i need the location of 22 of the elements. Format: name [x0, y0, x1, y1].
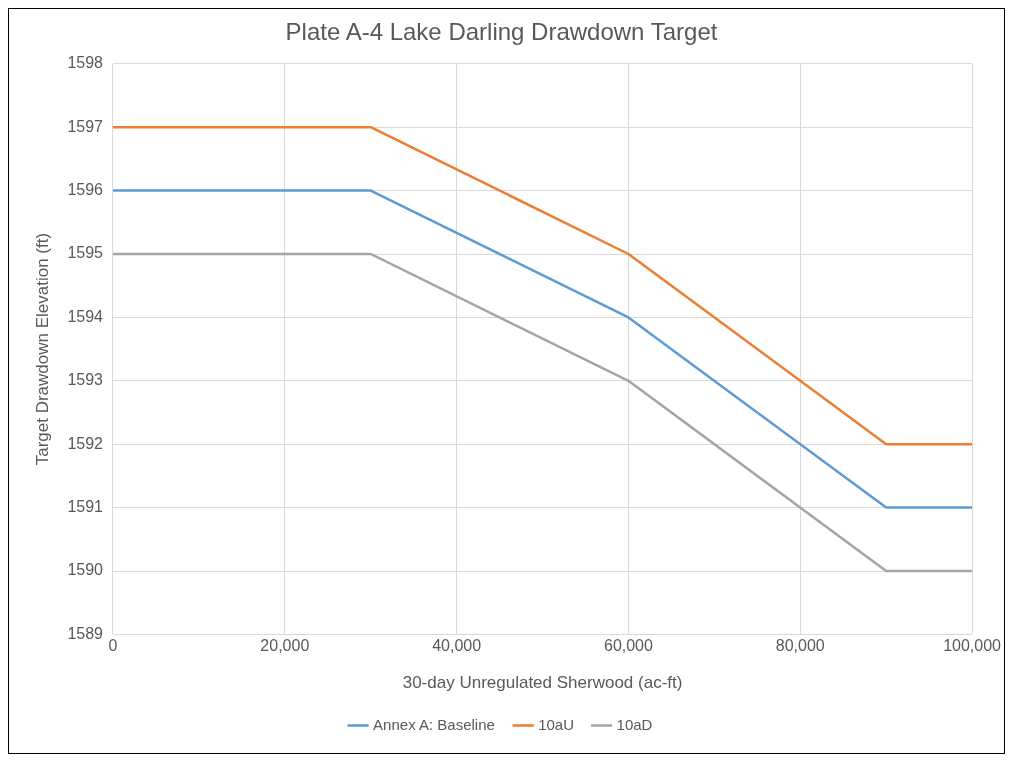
x-tick-label: 40,000 — [432, 637, 482, 655]
legend-label: 10aD — [616, 715, 653, 733]
legend-label: Annex A: Baseline — [373, 715, 495, 733]
x-tick-label: 0 — [108, 637, 118, 655]
y-tick-label: 1590 — [67, 561, 104, 579]
y-tick-label: 1594 — [67, 307, 104, 325]
y-tick-label: 1592 — [67, 434, 104, 452]
x-axis-title: 30-day Unregulated Sherwood (ac-ft) — [402, 673, 683, 693]
x-tick-label: 20,000 — [260, 637, 310, 655]
y-axis-title: Target Drawdown Elevation (ft) — [32, 232, 52, 466]
chart-title: Plate A-4 Lake Darling Drawdown Target — [285, 18, 718, 46]
x-tick-label: 80,000 — [775, 637, 825, 655]
y-tick-label: 1598 — [67, 54, 104, 72]
y-tick-label: 1593 — [67, 371, 104, 389]
legend-label: 10aU — [538, 715, 575, 733]
y-tick-label: 1589 — [67, 624, 104, 642]
x-tick-label: 100,000 — [943, 637, 1002, 655]
x-tick-label: 60,000 — [603, 637, 654, 655]
y-tick-label: 1596 — [67, 181, 104, 199]
y-tick-label: 1597 — [67, 117, 104, 135]
y-tick-label: 1595 — [67, 244, 104, 262]
y-tick-label: 1591 — [67, 498, 104, 516]
